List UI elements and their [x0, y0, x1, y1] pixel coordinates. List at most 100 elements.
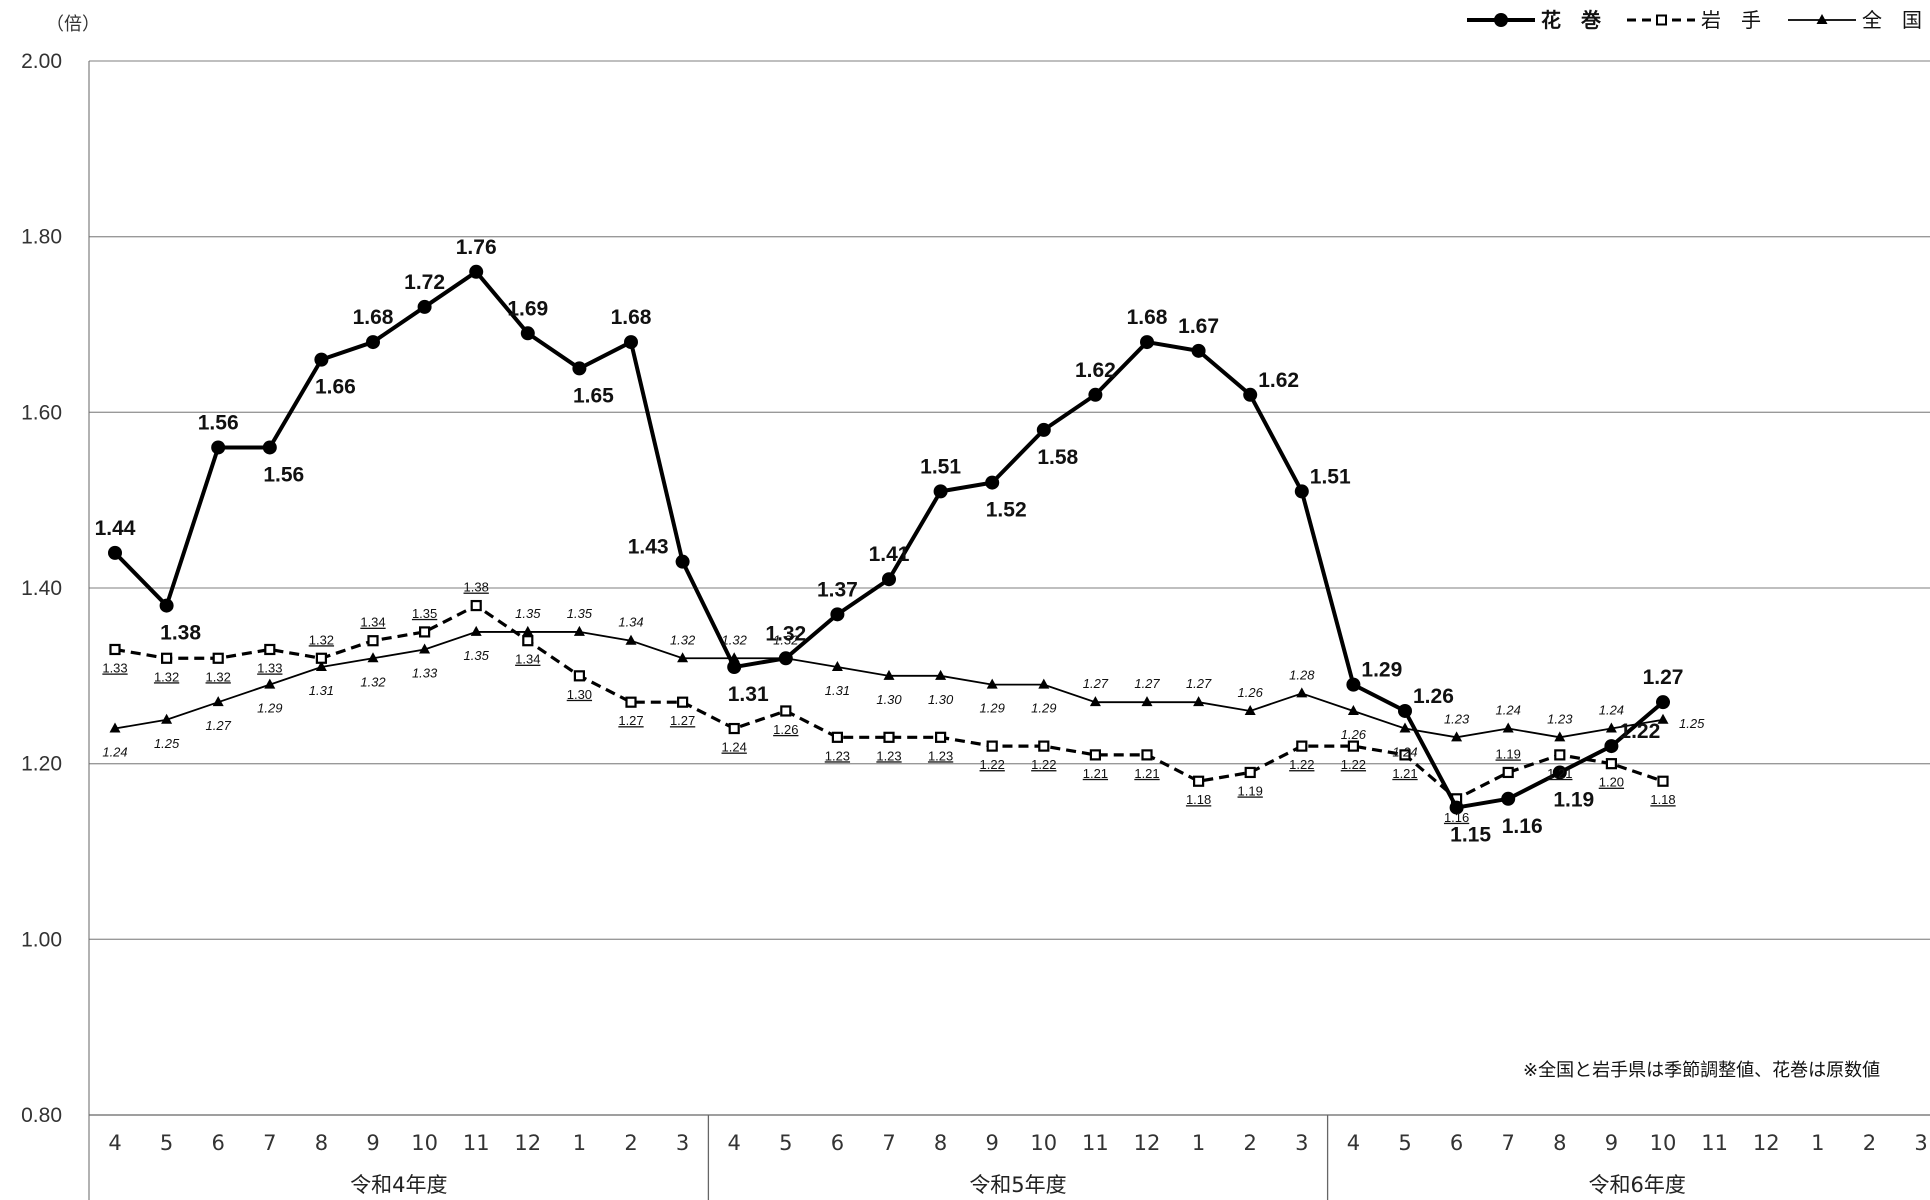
data-label-zenkoku: 1.35 — [567, 606, 593, 621]
marker-zenkoku — [1347, 704, 1359, 715]
data-label-hanamaki: 1.32 — [765, 622, 806, 645]
marker-iwate — [1399, 749, 1411, 761]
data-label-iwate: 1.35 — [412, 606, 437, 621]
marker-hanamaki — [727, 660, 742, 675]
data-label-hanamaki: 1.68 — [611, 306, 652, 329]
marker-zenkoku — [315, 661, 327, 672]
fiscal-year-label: 令和4年度 — [350, 1173, 447, 1197]
marker-zenkoku — [1089, 696, 1101, 707]
data-label-zenkoku: 1.29 — [257, 701, 282, 716]
x-tick-label: 5 — [779, 1131, 792, 1155]
legend-item: 花 巻 — [1467, 8, 1602, 32]
data-label-zenkoku: 1.33 — [412, 665, 438, 680]
data-label-zenkoku: 1.27 — [1083, 676, 1109, 691]
x-tick-label: 2 — [624, 1131, 637, 1155]
marker-zenkoku — [883, 669, 895, 680]
data-label-iwate: 1.23 — [876, 748, 901, 763]
marker-iwate — [212, 652, 224, 664]
data-label-hanamaki: 1.22 — [1619, 720, 1660, 743]
data-label-zenkoku: 1.24 — [1496, 703, 1521, 718]
data-label-zenkoku: 1.27 — [1134, 676, 1160, 691]
data-label-hanamaki: 1.16 — [1502, 815, 1543, 838]
data-label-iwate: 1.34 — [360, 615, 385, 630]
x-tick-label: 8 — [1553, 1131, 1566, 1155]
data-label-iwate: 1.16 — [1444, 810, 1469, 825]
data-label-hanamaki: 1.66 — [315, 376, 356, 399]
x-tick-label: 11 — [1701, 1131, 1728, 1155]
marker-zenkoku — [264, 678, 276, 689]
data-label-iwate: 1.24 — [722, 740, 747, 755]
x-tick-label: 8 — [934, 1131, 947, 1155]
data-label-iwate: 1.22 — [1341, 757, 1366, 772]
marker-zenkoku — [1141, 696, 1153, 707]
marker-zenkoku — [522, 625, 534, 636]
chart-note: ※全国と岩手県は季節調整値、花巻は原数値 — [1523, 1060, 1880, 1081]
y-tick-label: 1.00 — [21, 928, 62, 951]
marker-hanamaki — [211, 440, 226, 455]
data-label-iwate: 1.27 — [618, 713, 643, 728]
legend-marker — [1816, 14, 1828, 24]
marker-hanamaki — [1088, 387, 1103, 402]
x-tick-label: 10 — [1030, 1131, 1057, 1155]
marker-zenkoku — [935, 669, 947, 680]
marker-hanamaki — [469, 264, 484, 279]
data-label-iwate: 1.21 — [1392, 766, 1417, 781]
data-label-hanamaki: 1.69 — [507, 297, 548, 320]
marker-iwate — [883, 731, 895, 743]
marker-iwate — [728, 722, 740, 735]
data-label-zenkoku: 1.26 — [1341, 727, 1367, 742]
marker-hanamaki — [1501, 791, 1516, 806]
data-label-iwate: 1.32 — [206, 669, 231, 684]
marker-iwate — [986, 740, 998, 752]
x-tick-label: 6 — [1450, 1131, 1463, 1155]
data-label-hanamaki: 1.38 — [160, 622, 201, 645]
marker-zenkoku — [831, 661, 843, 672]
marker-zenkoku — [1657, 713, 1669, 724]
data-label-zenkoku: 1.23 — [1444, 711, 1470, 726]
y-tick-label: 0.80 — [21, 1104, 62, 1127]
marker-zenkoku — [1296, 687, 1308, 698]
marker-hanamaki — [417, 299, 432, 314]
marker-hanamaki — [262, 440, 277, 455]
data-label-zenkoku: 1.25 — [1679, 716, 1705, 731]
x-tick-label: 4 — [1347, 1131, 1360, 1155]
data-label-hanamaki: 1.56 — [198, 411, 239, 434]
marker-hanamaki — [985, 475, 1000, 490]
data-label-zenkoku: 1.25 — [154, 736, 180, 751]
marker-zenkoku — [1605, 722, 1617, 733]
marker-hanamaki — [314, 352, 329, 367]
legend: 花 巻岩 手全 国 — [1467, 8, 1922, 32]
marker-hanamaki — [1191, 343, 1206, 358]
data-label-iwate: 1.19 — [1496, 746, 1521, 761]
x-tick-label: 9 — [986, 1131, 999, 1155]
marker-iwate — [367, 635, 379, 647]
data-label-hanamaki: 1.68 — [1127, 306, 1168, 329]
x-tick-label: 7 — [882, 1131, 895, 1155]
data-label-zenkoku: 1.32 — [722, 632, 748, 647]
data-label-hanamaki: 1.58 — [1037, 446, 1078, 469]
data-label-iwate: 1.26 — [773, 722, 798, 737]
data-label-hanamaki: 1.31 — [728, 683, 769, 706]
marker-hanamaki — [1656, 695, 1670, 710]
marker-zenkoku — [367, 652, 379, 663]
data-label-hanamaki: 1.51 — [920, 455, 961, 478]
y-tick-label: 1.80 — [21, 226, 62, 249]
marker-iwate — [1296, 740, 1308, 752]
marker-hanamaki — [108, 545, 122, 560]
marker-hanamaki — [778, 651, 793, 666]
data-label-hanamaki: 1.37 — [817, 578, 858, 601]
data-label-hanamaki: 1.43 — [628, 536, 669, 559]
legend-item: 全 国 — [1788, 8, 1922, 32]
x-tick-label: 3 — [1295, 1131, 1308, 1155]
legend-marker — [1656, 14, 1667, 26]
data-label-zenkoku: 1.24 — [102, 745, 127, 760]
marker-iwate — [419, 626, 431, 638]
marker-zenkoku — [212, 696, 224, 707]
marker-zenkoku — [625, 634, 637, 645]
marker-iwate — [1038, 740, 1050, 752]
data-label-hanamaki: 1.56 — [263, 463, 304, 486]
data-label-iwate: 1.22 — [1031, 757, 1056, 772]
marker-zenkoku — [573, 625, 585, 636]
data-label-zenkoku: 1.29 — [980, 701, 1005, 716]
data-label-zenkoku: 1.35 — [515, 606, 541, 621]
